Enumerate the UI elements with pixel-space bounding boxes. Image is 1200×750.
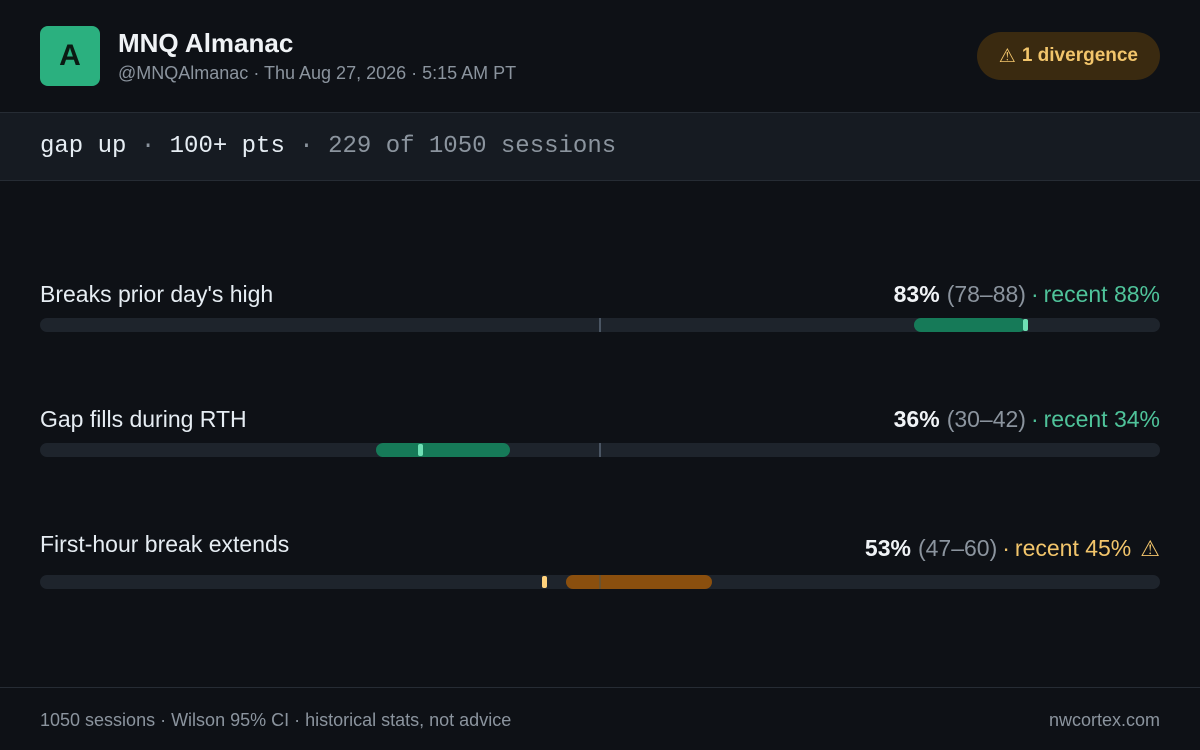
- filter-sample-count: 229 of 1050 sessions: [328, 133, 617, 160]
- midline: [599, 318, 601, 332]
- stat-track: [40, 318, 1160, 332]
- filter-separator: ·: [284, 133, 329, 160]
- subline: @MNQAlmanac · Thu Aug 27, 2026 · 5:15 AM…: [118, 63, 516, 84]
- app-title: MNQ Almanac: [118, 28, 294, 58]
- stat-label: Gap fills during RTH: [40, 406, 247, 432]
- stat-separator: ·: [1030, 281, 1039, 307]
- avatar: A: [40, 26, 100, 86]
- stat-label: First-hour break extends: [40, 531, 290, 557]
- stat-recent: recent 34%: [1043, 406, 1160, 432]
- stat-percent: 53%: [864, 535, 911, 561]
- stat-row: First-hour break extends 53% (47–60) · r…: [40, 531, 1160, 601]
- divergence-badge[interactable]: ⚠ 1 divergence: [976, 32, 1160, 80]
- ci-band: [913, 318, 1026, 332]
- filter-size: 100+ pts: [169, 133, 285, 160]
- stat-percent: 36%: [893, 406, 940, 432]
- stat-separator: ·: [1030, 406, 1039, 432]
- warning-icon: ⚠: [1140, 536, 1160, 561]
- stat-values: 36% (30–42) · recent 34%: [894, 406, 1160, 433]
- footer-link[interactable]: nwcortex.com: [1048, 710, 1160, 730]
- recent-marker: [1023, 319, 1029, 331]
- filter-direction: gap up: [40, 133, 127, 160]
- stat-row: Gap fills during RTH 36% (30–42) · recen…: [40, 406, 1160, 476]
- midline: [599, 575, 601, 589]
- stat-row: Breaks prior day's high 83% (78–88) · re…: [40, 281, 1160, 351]
- warning-icon: ⚠: [998, 45, 1016, 67]
- midline: [599, 443, 601, 457]
- stat-values: 83% (78–88) · recent 88%: [894, 281, 1160, 308]
- stat-track: [40, 443, 1160, 457]
- recent-marker: [418, 444, 424, 456]
- stat-values: 53% (47–60) · recent 45% ⚠: [865, 535, 1160, 562]
- stat-recent: recent 45%: [1014, 535, 1132, 561]
- stat-recent: recent 88%: [1043, 281, 1160, 307]
- timestamp: Thu Aug 27, 2026 · 5:15 AM PT: [264, 63, 517, 83]
- filter-bar: gap up · 100+ pts · 229 of 1050 sessions: [0, 113, 1200, 181]
- footer: 1050 sessions · Wilson 95% CI · historic…: [0, 687, 1200, 750]
- divergence-badge-label: 1 divergence: [1021, 45, 1138, 66]
- filter-separator: ·: [126, 133, 170, 160]
- stat-label: Breaks prior day's high: [40, 281, 274, 307]
- recent-marker: [541, 576, 547, 588]
- handle[interactable]: @MNQAlmanac: [118, 63, 249, 83]
- ci-band: [566, 575, 712, 589]
- stat-separator: ·: [1002, 535, 1010, 561]
- stat-ci: (30–42): [946, 406, 1026, 432]
- stat-ci: (78–88): [946, 281, 1026, 307]
- header: A MNQ Almanac @MNQAlmanac · Thu Aug 27, …: [0, 0, 1200, 113]
- stat-percent: 83%: [893, 281, 940, 307]
- stat-track: [40, 575, 1160, 589]
- stat-ci: (47–60): [917, 535, 998, 561]
- ci-band: [376, 443, 511, 457]
- footer-note: 1050 sessions · Wilson 95% CI · historic…: [40, 710, 512, 730]
- subline-separator: ·: [253, 63, 264, 83]
